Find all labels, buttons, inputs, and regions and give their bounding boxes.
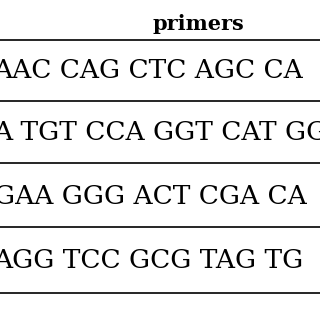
Text: AAC CAG CTC AGC CA: AAC CAG CTC AGC CA [0,58,303,83]
Text: primers: primers [153,14,244,35]
Text: GAA GGG ACT CGA CA: GAA GGG ACT CGA CA [0,184,306,209]
Text: A TGT CCA GGT CAT GG: A TGT CCA GGT CAT GG [0,120,320,145]
Text: AGG TCC GCG TAG TG: AGG TCC GCG TAG TG [0,248,304,273]
